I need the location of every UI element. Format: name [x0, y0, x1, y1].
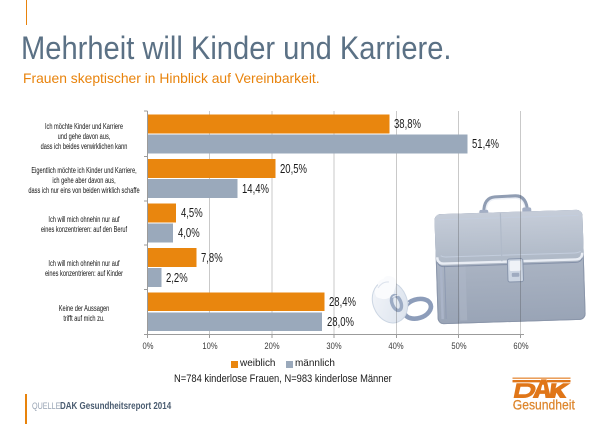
- svg-text:Gesundheit: Gesundheit: [513, 397, 575, 413]
